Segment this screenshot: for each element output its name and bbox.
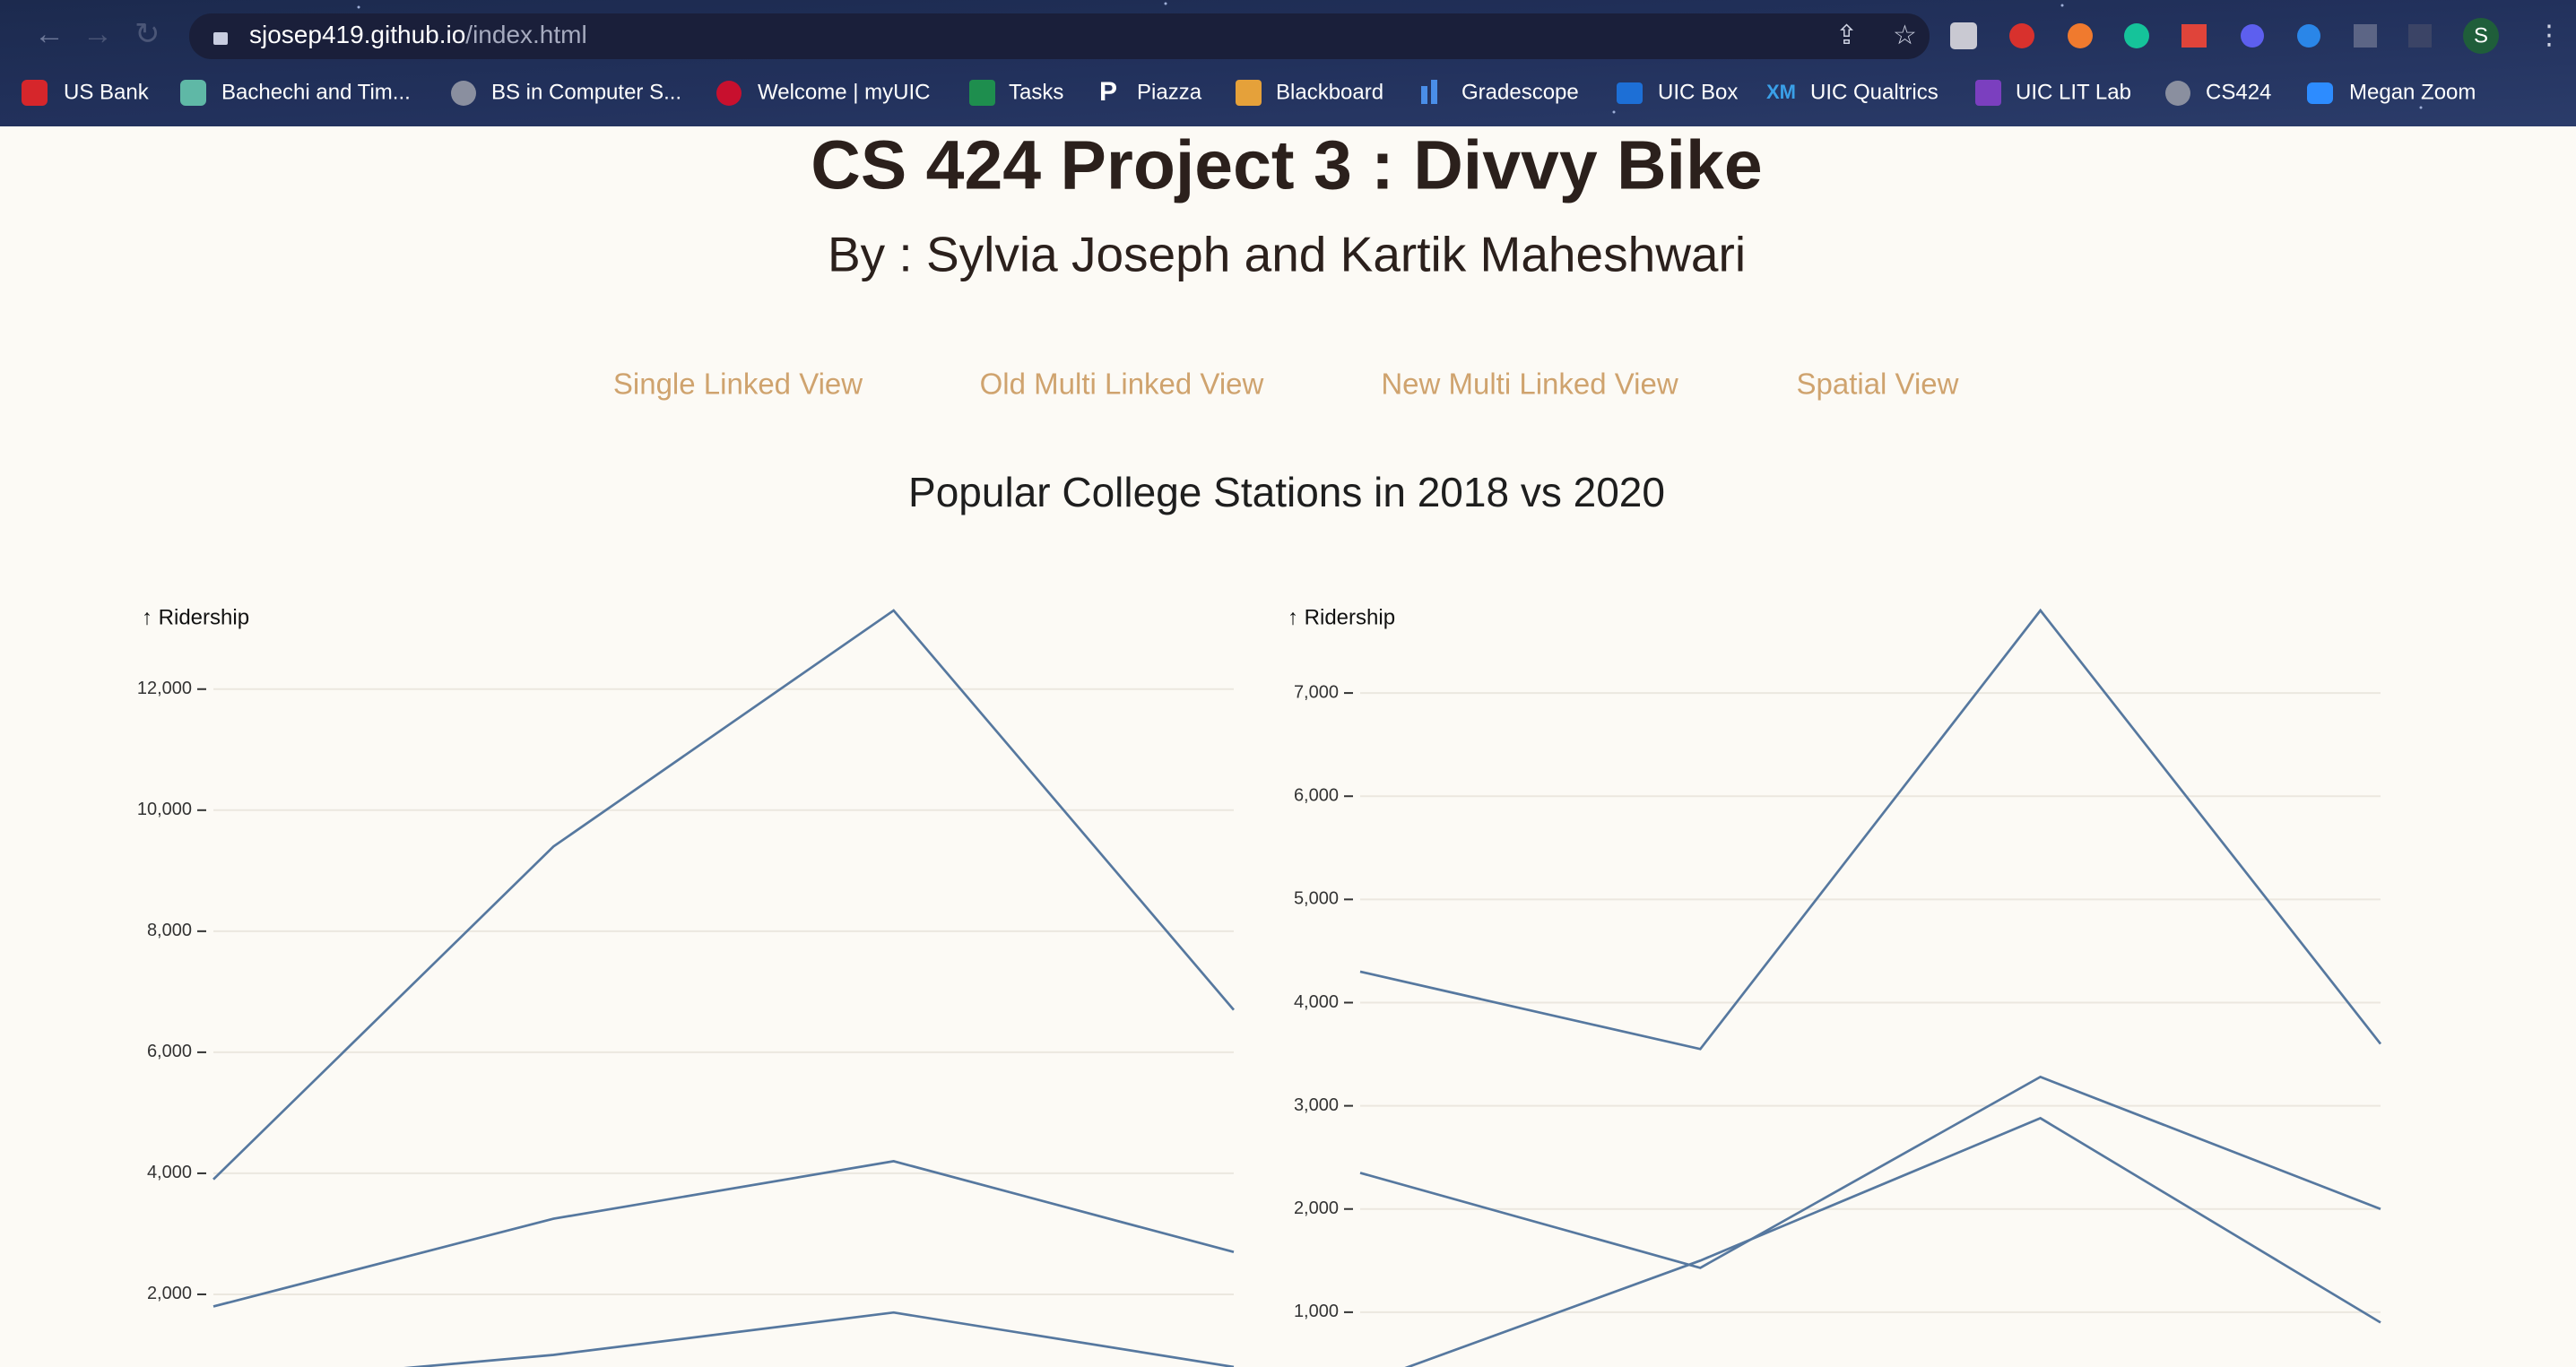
bookmark-icon <box>969 80 995 106</box>
extension-icon[interactable] <box>2181 24 2207 48</box>
bookmarks-bar: US Bank Bachechi and Tim... BS in Comput… <box>22 77 2476 107</box>
nav-link[interactable]: Single Linked View <box>613 368 863 401</box>
share-icon[interactable]: ⇪ <box>1835 21 1858 50</box>
y-tick-label: 4,000 <box>1294 992 1339 1012</box>
extension-icon[interactable] <box>1950 22 1977 49</box>
bookmark-icon: P <box>1099 77 1117 107</box>
bookmark[interactable]: UIC Box <box>1658 80 1738 104</box>
bookmark-icon <box>2165 81 2190 106</box>
forward-button[interactable]: → <box>82 17 113 51</box>
y-tick-label: 6,000 <box>147 1042 192 1061</box>
bookmark-icon <box>180 80 206 106</box>
y-tick-label: 5,000 <box>1294 889 1339 909</box>
bookmark-icon: XM <box>1766 81 1796 103</box>
page-subtitle: By : Sylvia Joseph and Kartik Maheshwari <box>828 227 1746 282</box>
extension-icon[interactable] <box>2297 24 2320 48</box>
y-tick-label: 2,000 <box>147 1284 192 1303</box>
data-line <box>1404 1116 2381 1367</box>
bookmark[interactable]: Piazza <box>1137 80 1202 104</box>
stars <box>357 2 2423 114</box>
bookmark-icon <box>2307 82 2333 104</box>
y-tick-label: 10,000 <box>137 800 192 819</box>
extension-icon[interactable] <box>2124 23 2149 48</box>
bookmark[interactable]: UIC LIT Lab <box>2016 80 2131 104</box>
bookmark-icon <box>1421 86 1427 104</box>
bookmark[interactable]: Blackboard <box>1276 80 1383 104</box>
data-line <box>403 1311 1235 1367</box>
bookmark-icon <box>22 80 48 106</box>
bookmark[interactable]: Tasks <box>1009 80 1063 104</box>
data-line <box>1359 608 2382 1051</box>
chart-heading: Popular College Stations in 2018 vs 2020 <box>908 469 1665 515</box>
y-tick-label: 4,000 <box>147 1163 192 1182</box>
y-tick-label: 1,000 <box>1294 1302 1339 1321</box>
bookmark-icon <box>1617 82 1643 104</box>
reload-button[interactable]: ↻ <box>134 17 160 51</box>
lock-icon <box>213 32 228 45</box>
nav-link[interactable]: Old Multi Linked View <box>980 368 1264 401</box>
y-tick-label: 3,000 <box>1294 1095 1339 1115</box>
bookmark[interactable]: BS in Computer S... <box>491 80 681 104</box>
y-tick-label: 6,000 <box>1294 786 1339 806</box>
address-bar[interactable] <box>189 13 1930 59</box>
nav-link[interactable]: Spatial View <box>1796 368 1958 401</box>
bookmark-icon <box>716 81 742 106</box>
bookmark[interactable]: US Bank <box>64 80 150 104</box>
y-tick-label: 2,000 <box>1294 1198 1339 1218</box>
bookmark[interactable]: Megan Zoom <box>2349 80 2476 104</box>
url-host: sjosep419.github.io/index.html <box>249 21 587 48</box>
profile-avatar[interactable] <box>2463 18 2499 54</box>
extension-icon[interactable] <box>2241 24 2264 48</box>
bookmark-star[interactable]: ☆ <box>1893 21 1917 50</box>
bookmark[interactable]: Welcome | myUIC <box>758 80 930 104</box>
bookmark[interactable]: UIC Qualtrics <box>1810 80 1939 104</box>
extension-icon[interactable] <box>2009 23 2034 48</box>
extension-icon[interactable] <box>2354 24 2377 48</box>
extension-icon[interactable] <box>2068 23 2093 48</box>
menu-icon[interactable]: ⋮ <box>2536 21 2563 50</box>
url-host-text: sjosep419.github.io <box>249 21 465 48</box>
url-path: /index.html <box>465 21 586 48</box>
bookmark-icon <box>1975 80 2001 106</box>
y-axis-label: ↑ Ridership <box>1288 605 1395 629</box>
y-axis-label: ↑ Ridership <box>142 605 249 629</box>
nav-link[interactable]: New Multi Linked View <box>1381 368 1678 401</box>
bookmark[interactable]: Gradescope <box>1461 80 1579 104</box>
bookmark-icon <box>1431 80 1437 104</box>
profile-letter: S <box>2474 23 2488 48</box>
bookmark[interactable]: Bachechi and Tim... <box>221 80 411 104</box>
data-line <box>1359 1075 2381 1269</box>
bookmark[interactable]: CS424 <box>2206 80 2271 104</box>
y-tick-label: 12,000 <box>137 679 192 698</box>
data-line <box>212 609 1236 1181</box>
page-title: CS 424 Project 3 : Divvy Bike <box>811 126 1762 203</box>
bookmark-icon <box>451 81 476 106</box>
y-tick-label: 8,000 <box>147 921 192 940</box>
bookmark-icon <box>1236 80 1262 106</box>
extension-icon[interactable] <box>2408 24 2432 48</box>
charts: ↑ Ridership 2,000 4,000 6,000 8,000 10,000 12,… <box>137 605 2382 1367</box>
back-button[interactable]: ← <box>34 17 65 51</box>
y-tick-label: 7,000 <box>1294 682 1339 702</box>
data-line <box>212 1160 1235 1308</box>
